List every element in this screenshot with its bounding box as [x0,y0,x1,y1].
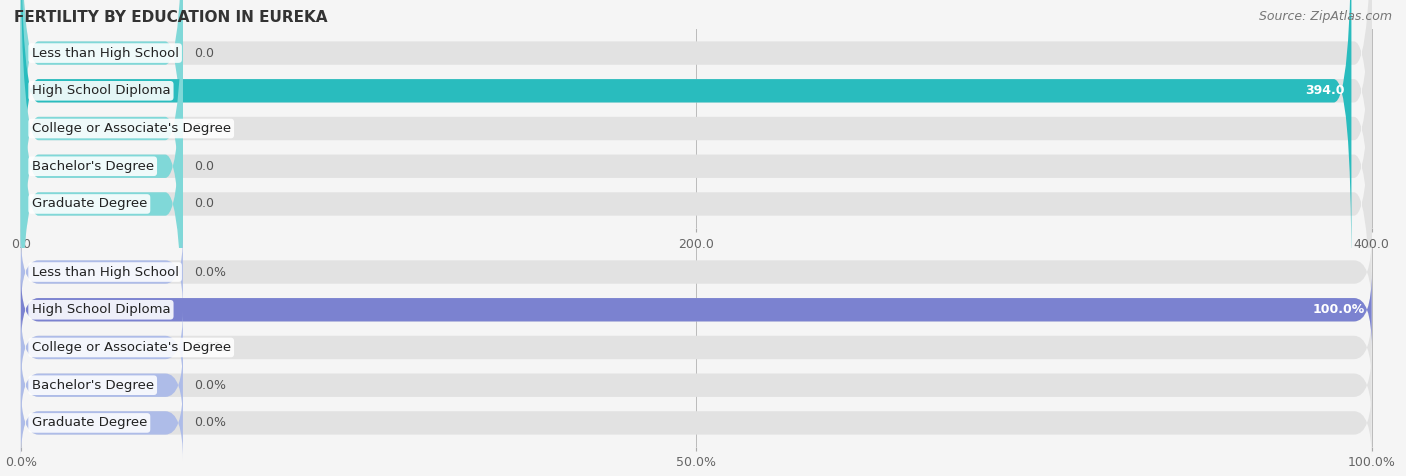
Text: High School Diploma: High School Diploma [31,303,170,316]
Text: Graduate Degree: Graduate Degree [31,416,148,429]
Text: 0.0: 0.0 [194,47,214,60]
FancyBboxPatch shape [21,310,183,385]
FancyBboxPatch shape [21,235,1372,309]
FancyBboxPatch shape [21,272,1372,347]
Text: 100.0%: 100.0% [1313,303,1365,316]
FancyBboxPatch shape [21,0,1372,313]
Text: High School Diploma: High School Diploma [31,84,170,97]
FancyBboxPatch shape [21,310,1372,385]
FancyBboxPatch shape [21,0,1372,351]
FancyBboxPatch shape [21,386,1372,460]
FancyBboxPatch shape [21,0,183,238]
FancyBboxPatch shape [21,348,1372,423]
FancyBboxPatch shape [21,386,183,460]
Text: 0.0%: 0.0% [194,416,226,429]
Text: 0.0: 0.0 [194,160,214,173]
Text: 0.0: 0.0 [194,198,214,210]
Text: College or Associate's Degree: College or Associate's Degree [31,122,231,135]
FancyBboxPatch shape [21,20,1372,388]
Text: 0.0: 0.0 [194,122,214,135]
FancyBboxPatch shape [21,0,1372,275]
Text: Bachelor's Degree: Bachelor's Degree [31,160,153,173]
Text: Less than High School: Less than High School [31,47,179,60]
Text: 0.0%: 0.0% [194,379,226,392]
Text: Source: ZipAtlas.com: Source: ZipAtlas.com [1258,10,1392,22]
FancyBboxPatch shape [21,0,183,351]
Text: 0.0%: 0.0% [194,341,226,354]
FancyBboxPatch shape [21,0,1351,275]
Text: 0.0%: 0.0% [194,266,226,278]
Text: Graduate Degree: Graduate Degree [31,198,148,210]
Text: Bachelor's Degree: Bachelor's Degree [31,379,153,392]
Text: 394.0: 394.0 [1305,84,1344,97]
FancyBboxPatch shape [21,348,183,423]
FancyBboxPatch shape [21,235,183,309]
Text: FERTILITY BY EDUCATION IN EUREKA: FERTILITY BY EDUCATION IN EUREKA [14,10,328,25]
FancyBboxPatch shape [21,20,183,388]
FancyBboxPatch shape [21,0,183,313]
FancyBboxPatch shape [21,272,1372,347]
FancyBboxPatch shape [21,0,1372,238]
Text: Less than High School: Less than High School [31,266,179,278]
Text: College or Associate's Degree: College or Associate's Degree [31,341,231,354]
